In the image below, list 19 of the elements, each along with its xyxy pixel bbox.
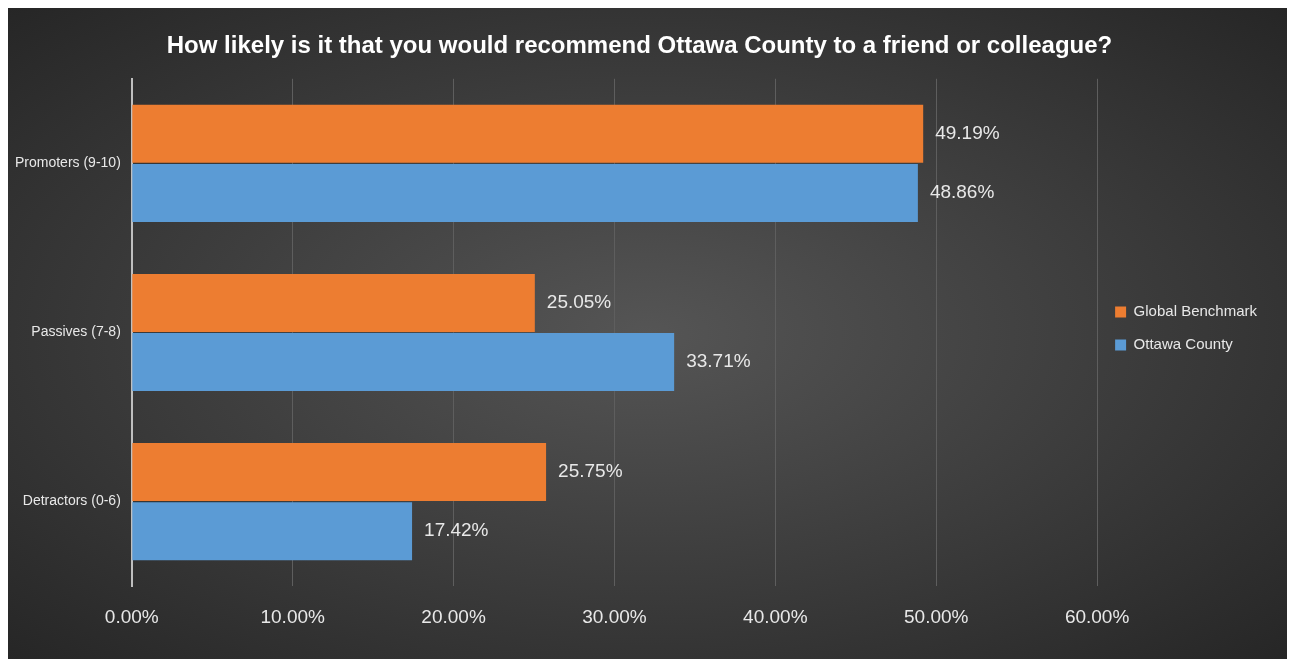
y-tick-label: Promoters (9-10)	[14, 154, 121, 171]
x-tick-label: 0.00%	[104, 605, 159, 627]
legend-label: Global Benchmark	[1133, 302, 1258, 320]
legend-label: Ottawa County	[1133, 335, 1234, 353]
data-label: 33.71%	[686, 350, 751, 372]
x-tick-label: 30.00%	[582, 605, 647, 627]
data-label: 49.19%	[935, 122, 1000, 143]
x-tick-label: 10.00%	[260, 605, 326, 627]
y-tick-label: Passives (7-8)	[31, 323, 121, 340]
x-tick-label: 40.00%	[743, 605, 808, 627]
x-tick-label: 50.00%	[904, 605, 969, 627]
data-label: 48.86%	[929, 181, 995, 203]
x-tick-label: 20.00%	[421, 605, 486, 627]
y-tick-label: Detractors (0-6)	[22, 492, 121, 509]
data-label: 25.05%	[546, 291, 612, 313]
x-tick-label: 60.00%	[1064, 605, 1130, 627]
data-label: 25.75%	[558, 460, 623, 482]
chart-title: How likely is it that you would recommend Ottawa County to a friend or colleague?	[166, 31, 1113, 59]
data-label: 17.42%	[424, 519, 489, 541]
